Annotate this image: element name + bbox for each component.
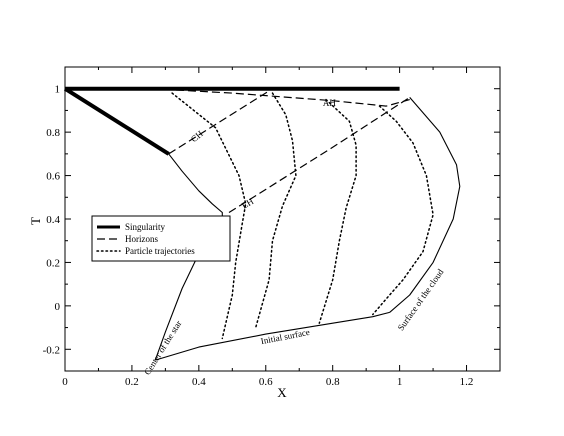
series-line-solid xyxy=(389,97,461,313)
y-tick-label: 0.4 xyxy=(46,214,60,226)
series-line-solid xyxy=(155,311,390,361)
y-axis-label: T xyxy=(28,217,43,225)
series-line-dashed xyxy=(151,88,410,107)
x-tick-label: 0.6 xyxy=(259,376,273,388)
series-line-dotted xyxy=(254,92,297,329)
x-tick-label: 0.2 xyxy=(125,376,139,388)
annotation-label: CH xyxy=(189,128,205,144)
series-line-dashed xyxy=(168,88,273,155)
annotation-label: EH xyxy=(240,196,256,211)
series-line-thick xyxy=(63,87,170,156)
series-line-dashed xyxy=(228,96,411,214)
x-tick-label: 0 xyxy=(62,376,68,388)
y-tick-label: 0.2 xyxy=(46,257,60,269)
annotation-label: Surface of the cloud xyxy=(396,267,446,333)
y-tick-label: 0 xyxy=(55,301,61,313)
annotation-label: Initial surface xyxy=(260,327,311,346)
legend-entry-label: Singularity xyxy=(125,222,165,232)
x-tick-label: 1 xyxy=(397,376,403,388)
annotation-label: AH xyxy=(323,98,336,108)
annotation-label: Center of the star xyxy=(142,319,183,377)
y-tick-label: 0.8 xyxy=(46,127,60,139)
tick-group: 0 0.2 0.4 0.6 0.8 1 1.2 -0.2 0 0.2 0.4 0.6 0.8 1 xyxy=(43,66,501,388)
series-line-dotted xyxy=(372,105,434,316)
x-tick-label: 1.2 xyxy=(460,376,474,388)
y-tick-label: 1 xyxy=(55,84,61,96)
legend-entry-label: Particle trajectories xyxy=(125,246,195,256)
x-tick-label: 0.8 xyxy=(326,376,340,388)
x-tick-label: 0.4 xyxy=(192,376,206,388)
x-axis-label: X xyxy=(277,385,287,400)
y-tick-label: -0.2 xyxy=(43,344,60,356)
series-group xyxy=(63,86,461,361)
series-line-dotted xyxy=(318,98,357,324)
legend: Singularity Horizons Particle trajectories xyxy=(91,215,231,262)
y-tick-label: 0.6 xyxy=(46,171,60,183)
legend-entry-label: Horizons xyxy=(125,234,158,244)
series-line-dotted xyxy=(171,92,247,340)
